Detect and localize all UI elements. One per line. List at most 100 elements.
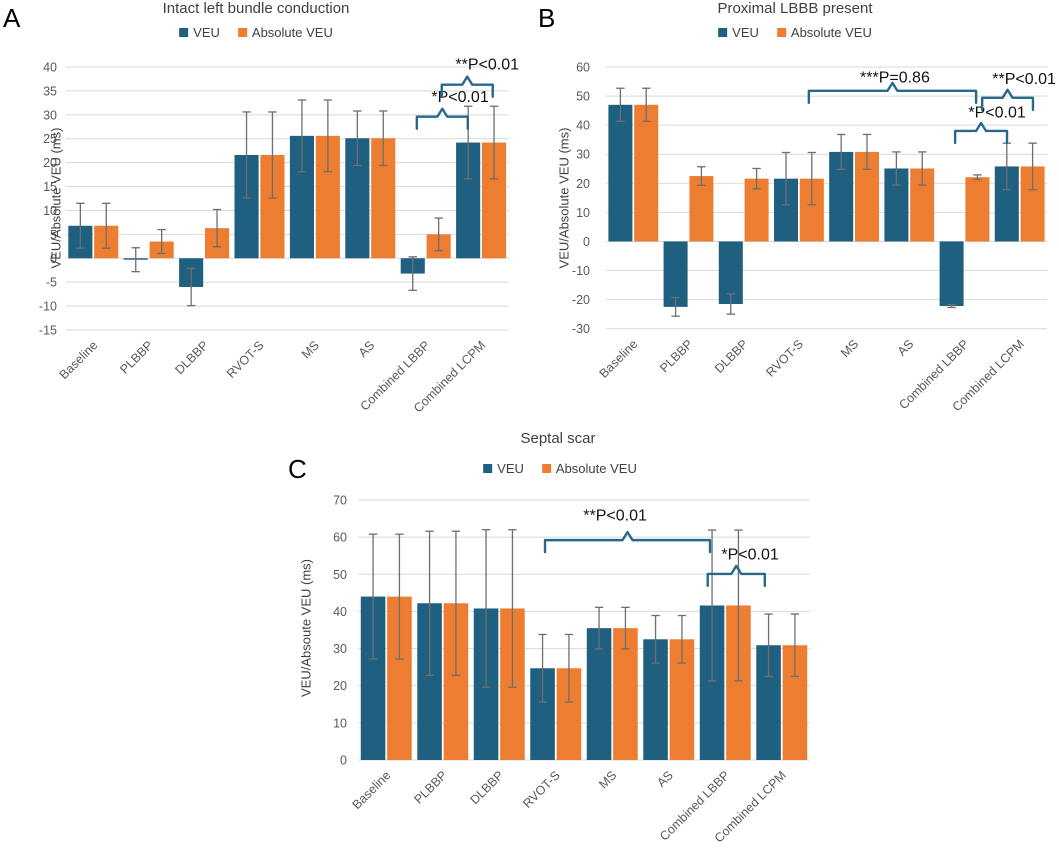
significance-bracket <box>807 81 978 105</box>
bar-absolute-veu <box>634 104 659 242</box>
category-label: MS <box>596 768 619 791</box>
y-axis-title-a: VEU/Absolute VEU (ms) <box>48 127 64 269</box>
annotation-text: *P<0.01 <box>431 89 488 106</box>
bar-veu <box>939 241 964 307</box>
y-tick-label: 30 <box>576 148 590 162</box>
panel-label-c: C <box>288 454 307 484</box>
bar-absolute-veu <box>965 177 990 242</box>
y-tick-label: 20 <box>43 156 57 170</box>
annotation-text: **P<0.01 <box>583 507 647 524</box>
legend-item-veu: VEU <box>718 25 759 40</box>
y-tick-label: 50 <box>576 90 590 104</box>
legend-item-veu: VEU <box>179 25 220 40</box>
annotation-text: **P<0.01 <box>455 57 519 74</box>
y-tick-label: 50 <box>333 568 347 582</box>
bar-veu <box>586 628 612 760</box>
category-label: PLBBP <box>657 337 695 375</box>
veu-swatch-icon <box>483 464 493 473</box>
category-label: PLBBP <box>117 338 155 376</box>
y-tick-label: 70 <box>333 494 347 508</box>
y-tick-label: 10 <box>333 716 347 730</box>
category-label: DLBBP <box>172 338 211 377</box>
y-tick-label: -5 <box>46 276 57 290</box>
bar-veu <box>608 104 633 242</box>
legend-label-absolute-veu: Absolute VEU <box>251 25 333 40</box>
significance-bracket <box>440 75 494 98</box>
veu-swatch-icon <box>718 28 728 37</box>
y-tick-label: -10 <box>39 300 57 314</box>
y-tick-label: 30 <box>43 108 57 122</box>
legend-label-veu: VEU <box>193 25 220 40</box>
annotation-text: **P<0.01 <box>992 71 1056 88</box>
annotation-text: ***P=0.86 <box>860 70 930 87</box>
category-label: DLBBP <box>712 337 751 376</box>
y-tick-label: 40 <box>576 119 590 133</box>
y-tick-label: 0 <box>50 252 57 266</box>
legend-label-absolute-veu: Absolute VEU <box>790 25 872 40</box>
y-tick-label: 20 <box>576 177 590 191</box>
panel-label-b: B <box>538 3 556 33</box>
category-label: RVOT-S <box>520 768 563 811</box>
absolute-veu-swatch-icon <box>776 28 786 37</box>
y-tick-label: -30 <box>572 322 590 336</box>
significance-bracket <box>706 564 766 588</box>
y-tick-label: 5 <box>50 228 57 242</box>
y-tick-label: 15 <box>43 180 57 194</box>
legend-label-veu: VEU <box>497 461 524 476</box>
legend-label-absolute-veu: Absolute VEU <box>555 461 637 476</box>
category-label: AS <box>654 768 676 790</box>
annotation-text: *P<0.01 <box>721 546 778 563</box>
category-label: AS <box>895 337 917 359</box>
y-axis-title-c: VEU/Absoute VEU (ms) <box>298 559 314 697</box>
y-tick-label: -15 <box>39 324 57 338</box>
legend-a: VEU Absolute VEU <box>179 25 333 40</box>
y-tick-label: 40 <box>43 61 57 75</box>
category-label: MS <box>299 338 322 361</box>
absolute-veu-swatch-icon <box>237 28 247 37</box>
significance-bracket <box>953 121 1009 145</box>
y-tick-label: 20 <box>333 679 347 693</box>
chart-title-c: Septal scar <box>520 430 596 447</box>
y-tick-label: 10 <box>43 204 57 218</box>
category-label: MS <box>838 337 861 360</box>
significance-bracket <box>980 88 1035 112</box>
legend-item-veu: VEU <box>483 461 524 476</box>
category-label: Baseline <box>350 768 394 812</box>
category-label: Baseline <box>57 338 101 382</box>
bar-absolute-veu <box>689 176 714 242</box>
veu-swatch-icon <box>179 28 189 37</box>
y-axis-title-b: VEU/Absolute VEU (ms) <box>556 127 572 269</box>
category-label: Baseline <box>597 337 641 381</box>
legend-label-veu: VEU <box>732 25 759 40</box>
y-tick-label: -20 <box>572 293 590 307</box>
chart-title-b: Proximal LBBB present <box>717 0 873 17</box>
legend-item-absolute-veu: Absolute VEU <box>237 25 333 40</box>
annotation-text: *P<0.01 <box>968 105 1025 122</box>
bar-veu <box>663 241 688 307</box>
y-tick-label: -10 <box>572 264 590 278</box>
category-label: PLBBP <box>411 768 449 806</box>
y-tick-label: 40 <box>333 605 347 619</box>
legend-item-absolute-veu: Absolute VEU <box>776 25 872 40</box>
legend-c: VEU Absolute VEU <box>483 461 637 476</box>
significance-bracket <box>415 107 470 130</box>
absolute-veu-swatch-icon <box>541 464 551 473</box>
category-label: RVOT-S <box>224 338 267 381</box>
legend-item-absolute-veu: Absolute VEU <box>541 461 637 476</box>
category-label: AS <box>356 338 378 360</box>
y-tick-label: 10 <box>576 206 590 220</box>
y-tick-label: 0 <box>583 235 590 249</box>
y-tick-label: 25 <box>43 132 57 146</box>
category-label: RVOT-S <box>763 337 806 380</box>
legend-b: VEU Absolute VEU <box>718 25 872 40</box>
panel-label-a: A <box>3 3 21 33</box>
bar-absolute-veu <box>613 628 638 760</box>
y-tick-label: 60 <box>333 531 347 545</box>
significance-bracket <box>543 530 712 554</box>
y-tick-label: 30 <box>333 642 347 656</box>
category-label: DLBBP <box>467 768 506 807</box>
y-tick-label: 60 <box>576 61 590 75</box>
y-tick-label: 0 <box>340 754 347 768</box>
